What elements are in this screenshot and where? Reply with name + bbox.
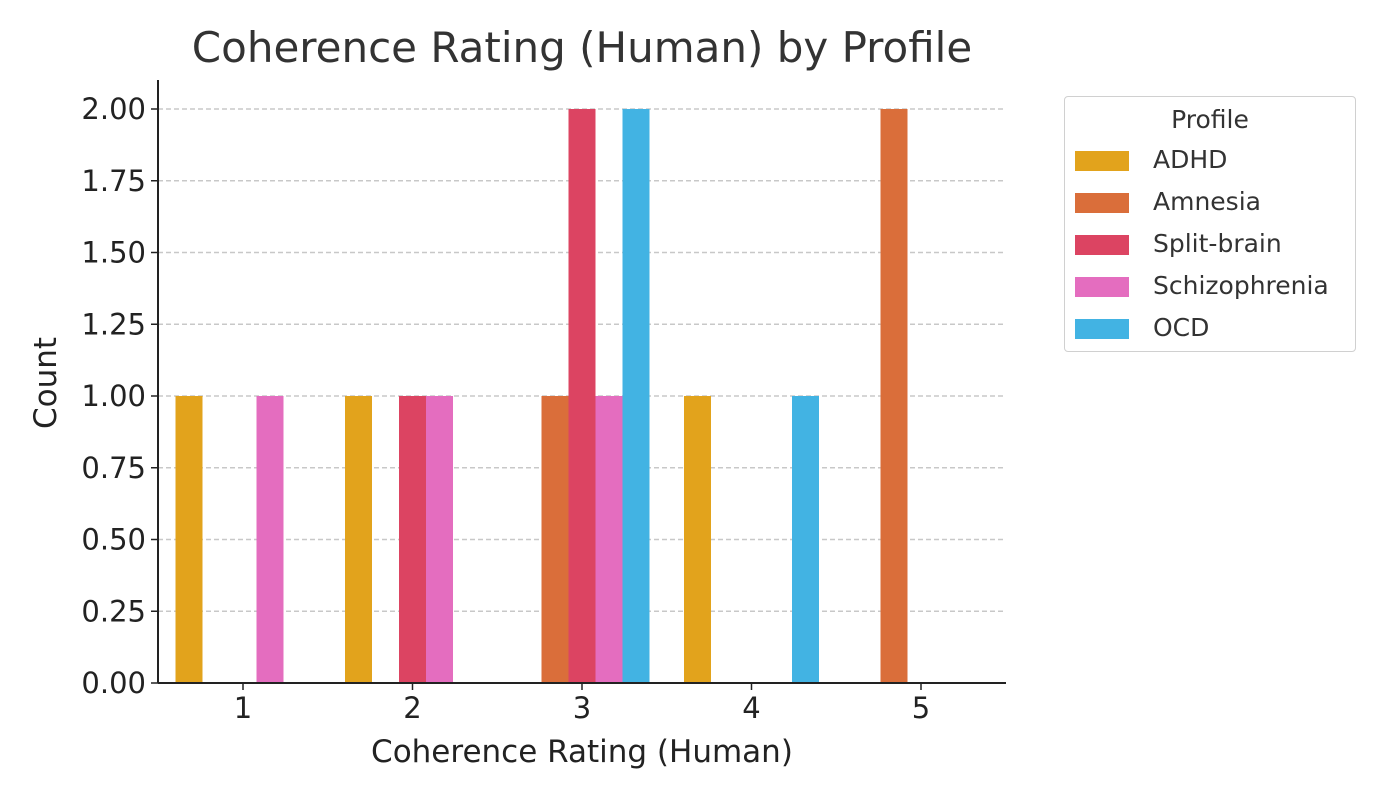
bar-adhd-2 bbox=[345, 396, 372, 683]
y-ticks: 0.00 0.25 0.50 0.75 1.00 1.25 1.50 1.75 2.00 bbox=[81, 92, 158, 700]
legend-swatch bbox=[1075, 277, 1129, 297]
bar-schizophrenia-1 bbox=[256, 396, 284, 683]
y-tick-label: 2.00 bbox=[81, 92, 146, 126]
x-tick-label: 3 bbox=[573, 691, 591, 725]
bar-adhd-1 bbox=[175, 396, 203, 683]
y-axis-label: Count bbox=[28, 337, 64, 429]
y-tick-label: 0.00 bbox=[81, 666, 146, 700]
legend-swatch bbox=[1075, 151, 1129, 171]
y-tick-label: 0.25 bbox=[81, 594, 146, 628]
x-tick-label: 1 bbox=[234, 691, 252, 725]
legend-label: Amnesia bbox=[1153, 187, 1261, 216]
y-tick-label: 1.75 bbox=[81, 164, 146, 198]
bar-amnesia-5 bbox=[880, 109, 908, 683]
bar-schizophrenia-3 bbox=[595, 396, 623, 683]
y-tick-label: 1.50 bbox=[81, 236, 146, 270]
bar-amnesia-3 bbox=[541, 396, 569, 683]
legend: Profile ADHD Amnesia Split-brain Schizophre… bbox=[1064, 96, 1356, 352]
y-tick-label: 0.50 bbox=[81, 523, 146, 557]
legend-swatch bbox=[1075, 235, 1129, 255]
bar-ocd-4 bbox=[792, 396, 819, 683]
bar-schizophrenia-2 bbox=[426, 396, 453, 683]
bar-split-brain-2 bbox=[399, 396, 426, 683]
x-tick-label: 5 bbox=[912, 691, 930, 725]
x-ticks: 1 2 3 4 5 bbox=[234, 683, 930, 725]
y-tick-label: 0.75 bbox=[81, 451, 146, 485]
legend-label: Split-brain bbox=[1153, 229, 1282, 258]
legend-title: Profile bbox=[1171, 105, 1249, 134]
x-tick-label: 2 bbox=[403, 691, 421, 725]
bars-group bbox=[175, 109, 908, 683]
legend-label: Schizophrenia bbox=[1153, 271, 1329, 300]
chart-title: Coherence Rating (Human) by Profile bbox=[192, 23, 972, 72]
legend-swatch bbox=[1075, 193, 1129, 213]
bar-adhd-4 bbox=[684, 396, 711, 683]
bar-split-brain-3 bbox=[568, 109, 596, 683]
x-tick-label: 4 bbox=[742, 691, 760, 725]
legend-label: OCD bbox=[1153, 313, 1210, 342]
x-axis-label: Coherence Rating (Human) bbox=[371, 734, 793, 770]
y-tick-label: 1.25 bbox=[81, 307, 146, 341]
bar-ocd-3 bbox=[622, 109, 650, 683]
legend-label: ADHD bbox=[1153, 145, 1228, 174]
y-tick-label: 1.00 bbox=[81, 379, 146, 413]
legend-swatch bbox=[1075, 319, 1129, 339]
